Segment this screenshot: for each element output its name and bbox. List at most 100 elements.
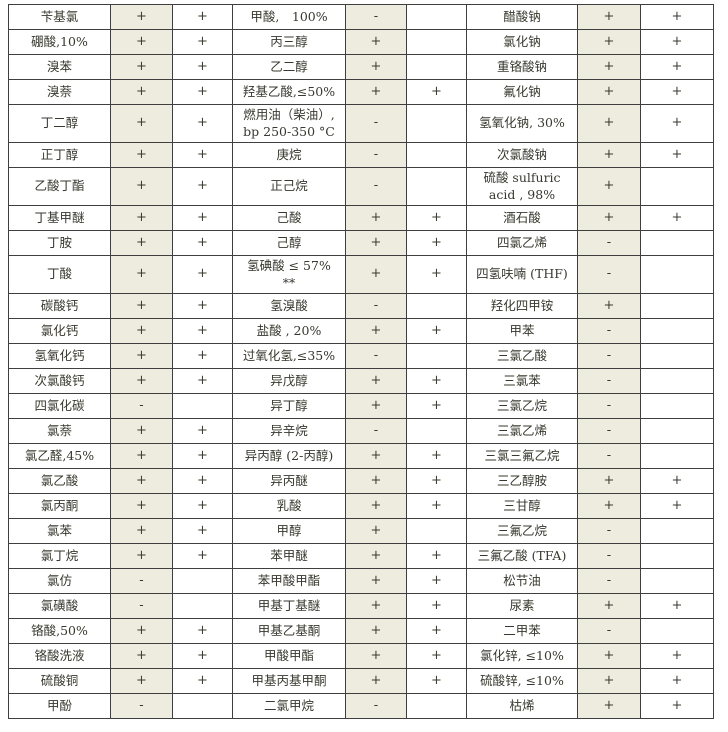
- table-row: 碳酸钙 + + 氢溴酸 - 羟化四甲铵 +: [8, 293, 714, 319]
- chemical-name-cell: 三氯乙酸: [466, 343, 578, 369]
- chemical-compatibility-table: 苄基氯 + + 甲酸, 100% - 醋酸钠 + + 硼酸,10% + + 丙三醇 + 氯化钠 + + 溴苯 + +…: [8, 4, 714, 719]
- rating-cell: -: [110, 593, 173, 619]
- chemical-name-cell: 甲酸, 100%: [232, 4, 346, 30]
- rating-cell: [406, 104, 467, 143]
- rating-cell: -: [577, 318, 641, 344]
- rating-cell: -: [577, 568, 641, 594]
- chemical-name-cell: 正己烷: [232, 167, 346, 206]
- rating-cell: +: [172, 255, 233, 294]
- table-row: 氯苯 + + 甲醇 + 三氟乙烷 -: [8, 518, 714, 544]
- chemical-name-cell: 丁酸: [8, 255, 111, 294]
- rating-cell: +: [172, 318, 233, 344]
- rating-cell: -: [577, 443, 641, 469]
- chemical-name-cell: 醋酸钠: [466, 4, 578, 30]
- rating-cell: +: [110, 230, 173, 256]
- chemical-name-cell: 丁二醇: [8, 104, 111, 143]
- chemical-name-cell: 四氢呋喃 (THF): [466, 255, 578, 294]
- chemical-name-cell: 羟化四甲铵: [466, 293, 578, 319]
- rating-cell: +: [406, 568, 467, 594]
- chemical-name-cell: 溴萘: [8, 79, 111, 105]
- rating-cell: +: [110, 668, 173, 694]
- rating-cell: +: [345, 593, 407, 619]
- rating-cell: +: [110, 205, 173, 231]
- rating-cell: -: [577, 618, 641, 644]
- chemical-name-cell: 甲醇: [232, 518, 346, 544]
- table-row: 丁酸 + + 氢碘酸 ≤ 57% ** + + 四氢呋喃 (THF) -: [8, 255, 714, 294]
- rating-cell: [640, 393, 714, 419]
- rating-cell: +: [406, 493, 467, 519]
- table-row: 氯萘 + + 异辛烷 - 三氯乙烯 -: [8, 418, 714, 444]
- rating-cell: +: [345, 518, 407, 544]
- chemical-name-cell: 尿素: [466, 593, 578, 619]
- chemical-name-cell: 氢氧化钙: [8, 343, 111, 369]
- rating-cell: [406, 54, 467, 80]
- rating-cell: +: [406, 668, 467, 694]
- rating-cell: +: [110, 4, 173, 30]
- rating-cell: +: [406, 255, 467, 294]
- rating-cell: +: [577, 54, 641, 80]
- chemical-name-cell: 苯甲醚: [232, 543, 346, 569]
- rating-cell: [406, 693, 467, 719]
- chemical-name-cell: 己酸: [232, 205, 346, 231]
- rating-cell: +: [640, 205, 714, 231]
- rating-cell: +: [577, 4, 641, 30]
- rating-cell: +: [172, 205, 233, 231]
- chemical-name-cell: 庚烷: [232, 142, 346, 168]
- table-row: 溴苯 + + 乙二醇 + 重铬酸钠 + +: [8, 54, 714, 80]
- chemical-name-cell: 乙酸丁酯: [8, 167, 111, 206]
- chemical-name-cell: 丁基甲醚: [8, 205, 111, 231]
- chemical-name-cell: 三氯三氟乙烷: [466, 443, 578, 469]
- table-row: 氯丁烷 + + 苯甲醚 + + 三氟乙酸 (TFA) -: [8, 543, 714, 569]
- chemical-name-cell: 羟基乙酸,≤50%: [232, 79, 346, 105]
- rating-cell: +: [345, 79, 407, 105]
- chemical-name-cell: 氯磺酸: [8, 593, 111, 619]
- rating-cell: +: [172, 418, 233, 444]
- rating-cell: +: [172, 104, 233, 143]
- rating-cell: [172, 568, 233, 594]
- table-row: 硫酸铜 + + 甲基丙基甲酮 + + 硫酸锌, ≤10% + +: [8, 668, 714, 694]
- rating-cell: [640, 343, 714, 369]
- rating-cell: +: [406, 443, 467, 469]
- rating-cell: -: [577, 393, 641, 419]
- chemical-name-cell: 氯萘: [8, 418, 111, 444]
- chemical-name-cell: 铬酸,50%: [8, 618, 111, 644]
- rating-cell: +: [110, 54, 173, 80]
- chemical-name-cell: 氯化钠: [466, 29, 578, 55]
- rating-cell: [640, 368, 714, 394]
- chemical-name-cell: 己醇: [232, 230, 346, 256]
- chemical-name-cell: 三氯乙烯: [466, 418, 578, 444]
- rating-cell: +: [345, 230, 407, 256]
- chemical-name-cell: 三甘醇: [466, 493, 578, 519]
- rating-cell: [406, 518, 467, 544]
- chemical-name-cell: 三氯乙烷: [466, 393, 578, 419]
- chemical-name-cell: 硫酸铜: [8, 668, 111, 694]
- rating-cell: +: [172, 29, 233, 55]
- rating-cell: +: [345, 393, 407, 419]
- rating-cell: +: [406, 368, 467, 394]
- rating-cell: +: [640, 693, 714, 719]
- table-row: 四氯化碳 - 异丁醇 + + 三氯乙烷 -: [8, 393, 714, 419]
- chemical-name-cell: 碳酸钙: [8, 293, 111, 319]
- rating-cell: +: [640, 104, 714, 143]
- chemical-name-cell: 硼酸,10%: [8, 29, 111, 55]
- rating-cell: [640, 255, 714, 294]
- chemical-name-cell: 异丙醇 (2-丙醇): [232, 443, 346, 469]
- rating-cell: +: [640, 668, 714, 694]
- rating-cell: +: [172, 643, 233, 669]
- rating-cell: +: [345, 568, 407, 594]
- rating-cell: +: [110, 104, 173, 143]
- rating-cell: +: [406, 593, 467, 619]
- rating-cell: +: [110, 343, 173, 369]
- rating-cell: [640, 418, 714, 444]
- rating-cell: +: [577, 205, 641, 231]
- rating-cell: -: [345, 104, 407, 143]
- chemical-name-cell: 氢碘酸 ≤ 57% **: [232, 255, 346, 294]
- rating-cell: +: [345, 54, 407, 80]
- table-row: 乙酸丁酯 + + 正己烷 - 硫酸 sulfuric acid , 98% +: [8, 167, 714, 206]
- rating-cell: [640, 443, 714, 469]
- rating-cell: [406, 167, 467, 206]
- rating-cell: +: [577, 167, 641, 206]
- table-row: 氯丙酮 + + 乳酸 + + 三甘醇 + +: [8, 493, 714, 519]
- chemical-name-cell: 乙二醇: [232, 54, 346, 80]
- table-row: 氯化钙 + + 盐酸 , 20% + + 甲苯 -: [8, 318, 714, 344]
